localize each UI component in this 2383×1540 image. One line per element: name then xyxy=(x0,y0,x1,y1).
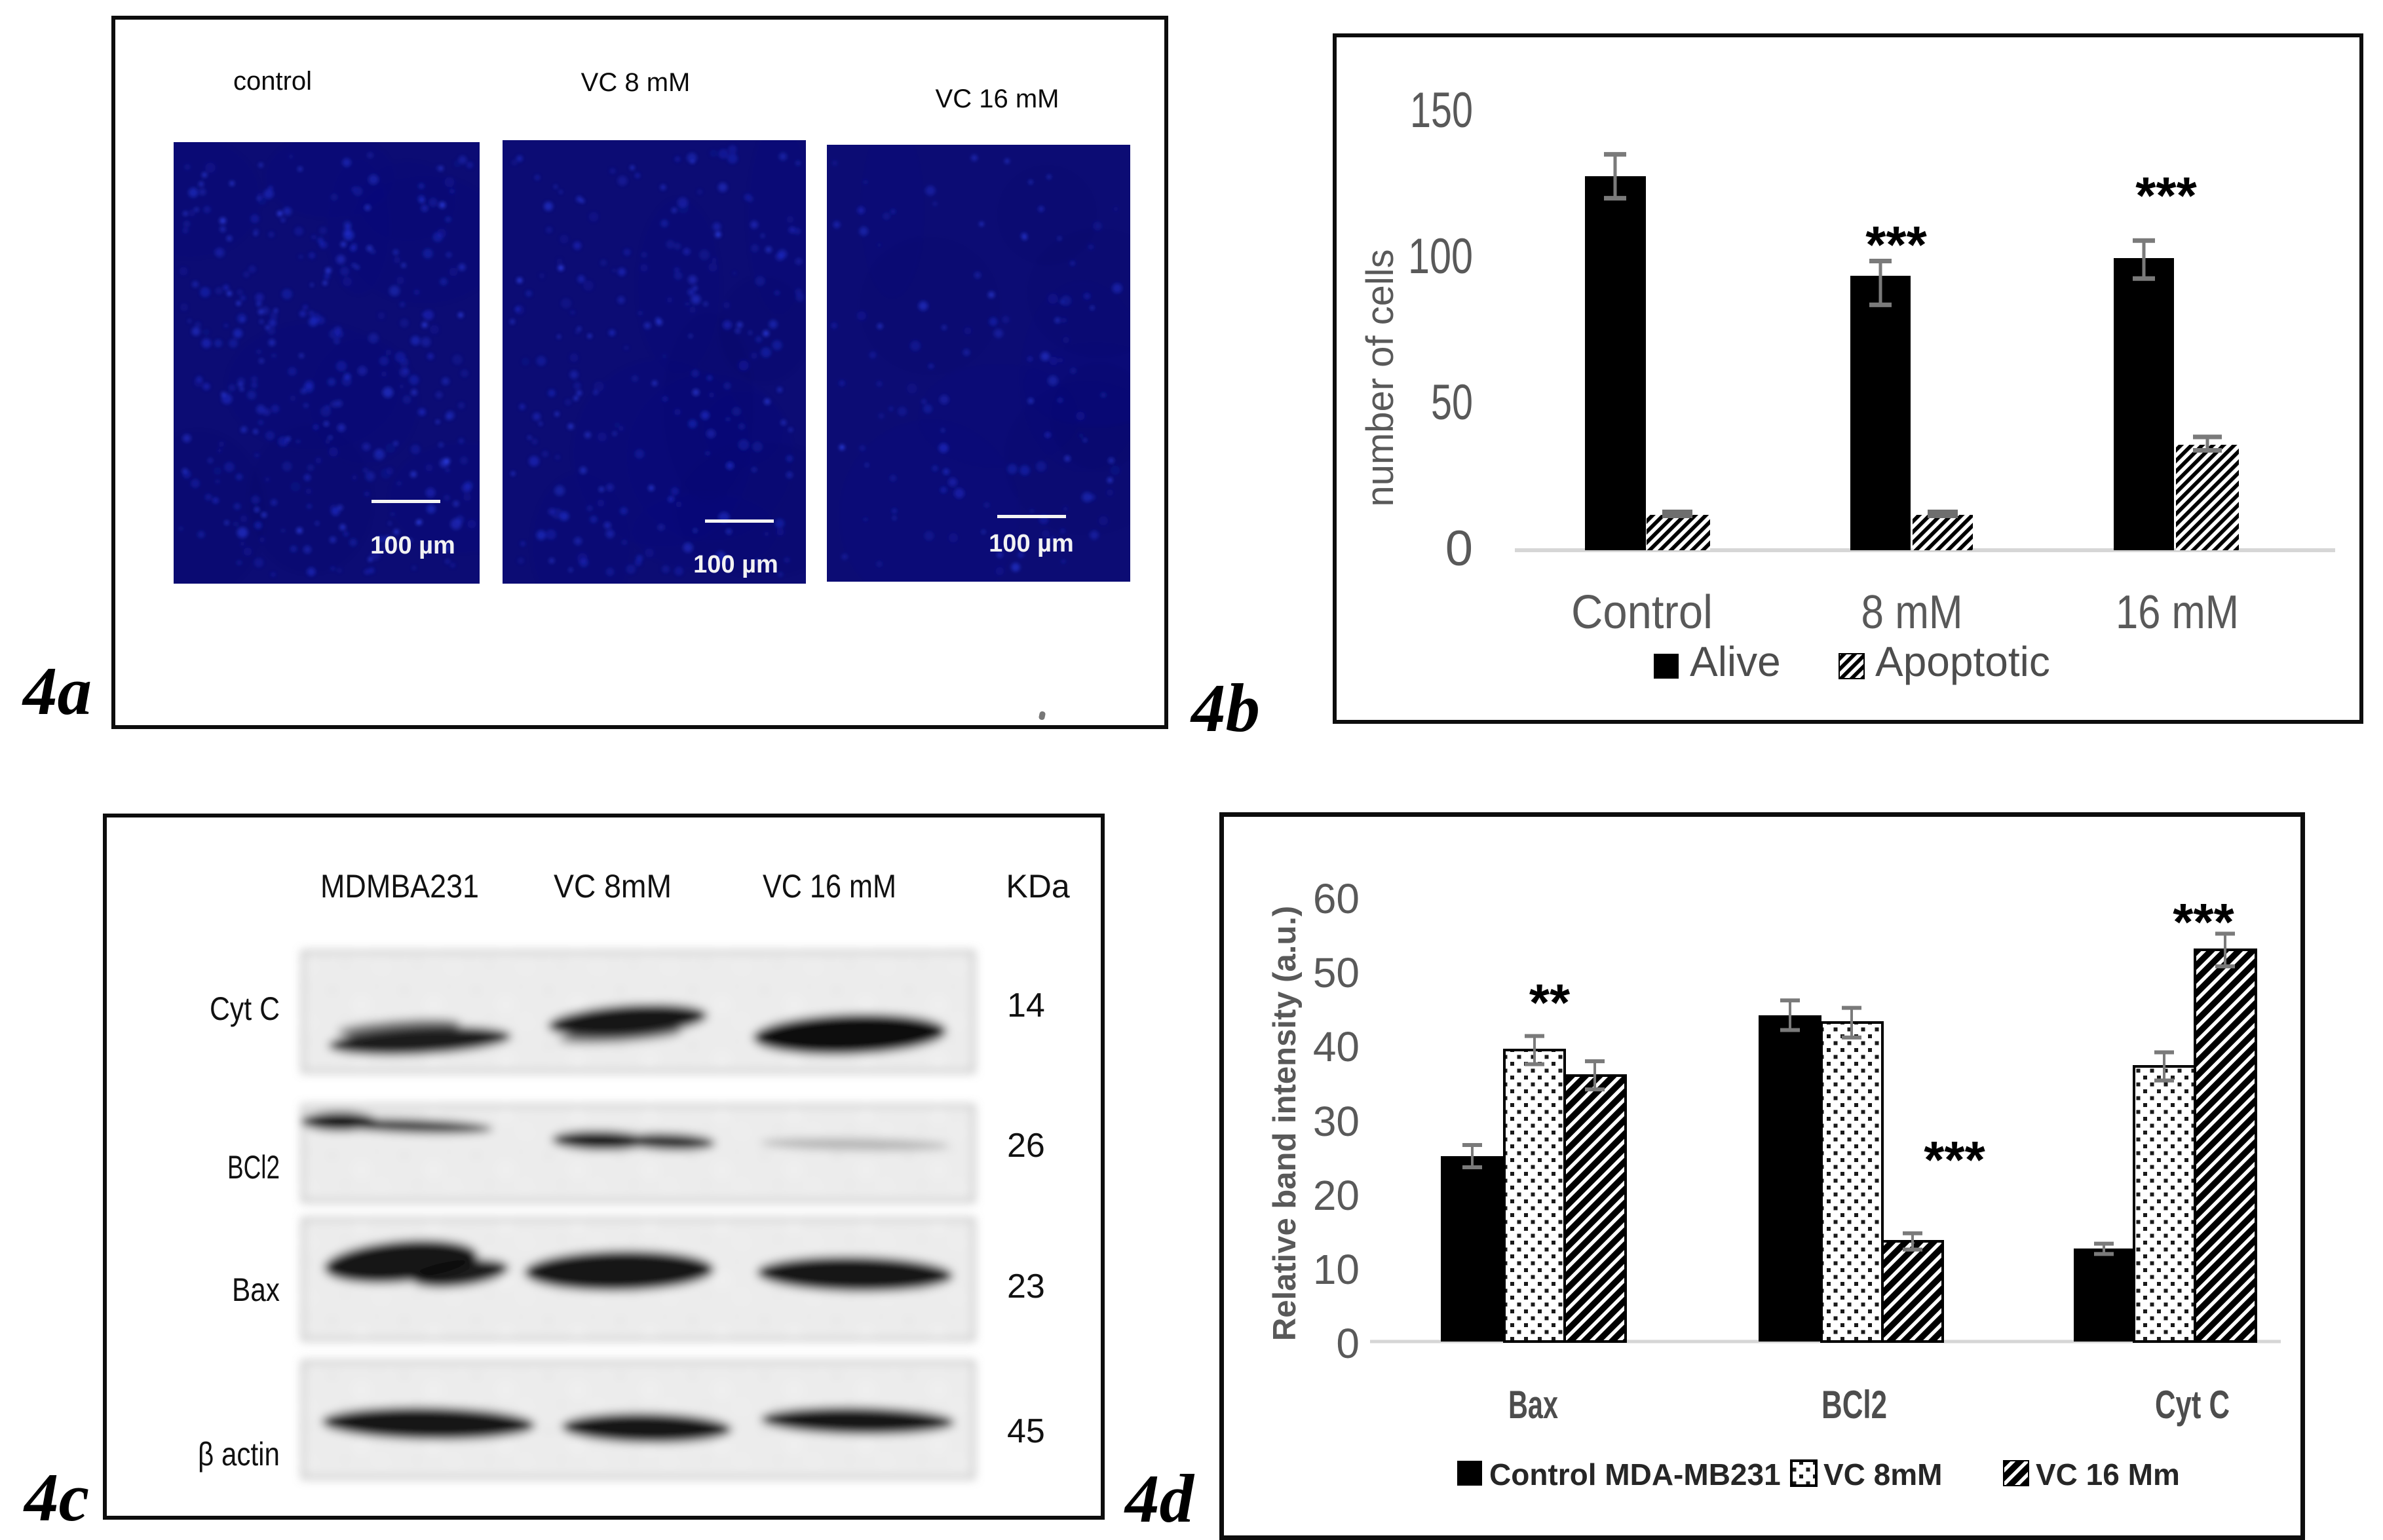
svg-text:100 µm: 100 µm xyxy=(370,532,455,559)
svg-text:Control MDA-MB231: Control MDA-MB231 xyxy=(1489,1457,1781,1492)
svg-text:VC 8mM: VC 8mM xyxy=(1823,1457,1942,1492)
svg-text:Apoptotic: Apoptotic xyxy=(1875,638,2050,685)
svg-text:23: 23 xyxy=(1007,1268,1045,1305)
svg-text:40: 40 xyxy=(1313,1023,1360,1070)
svg-text:VC 8mM: VC 8mM xyxy=(554,868,672,905)
svg-text:BCl2: BCl2 xyxy=(1821,1383,1887,1427)
svg-text:16 mM: 16 mM xyxy=(2116,586,2239,639)
svg-text:MDMBA231: MDMBA231 xyxy=(320,868,479,905)
svg-text:β actin: β actin xyxy=(198,1436,280,1473)
svg-text:150: 150 xyxy=(1410,83,1473,138)
svg-text:100 µm: 100 µm xyxy=(693,551,778,578)
svg-text:Control: Control xyxy=(1571,586,1713,639)
svg-text:14: 14 xyxy=(1007,986,1045,1024)
svg-text:60: 60 xyxy=(1313,875,1360,922)
svg-text:VC 16 Mm: VC 16 Mm xyxy=(2036,1457,2180,1492)
svg-text:0: 0 xyxy=(1445,521,1473,576)
svg-text:Alive: Alive xyxy=(1690,638,1781,685)
svg-text:45: 45 xyxy=(1007,1412,1045,1450)
svg-text:50: 50 xyxy=(1431,375,1473,430)
svg-text:Cyt C: Cyt C xyxy=(210,990,280,1027)
svg-text:8 mM: 8 mM xyxy=(1861,586,1963,639)
svg-text:***: *** xyxy=(1924,1131,1985,1189)
svg-text:0: 0 xyxy=(1336,1320,1360,1367)
svg-text:Relative band intensity (a.u.: Relative band intensity (a.u.) xyxy=(1267,906,1303,1341)
svg-text:Cyt C: Cyt C xyxy=(2155,1383,2230,1427)
svg-text:10: 10 xyxy=(1313,1246,1360,1293)
svg-text:***: *** xyxy=(1865,216,1927,274)
svg-text:***: *** xyxy=(2173,893,2234,951)
svg-text:100: 100 xyxy=(1408,229,1473,284)
svg-text:Bax: Bax xyxy=(1508,1383,1558,1427)
svg-text:***: *** xyxy=(2135,166,2197,225)
svg-text:KDa: KDa xyxy=(1006,868,1069,905)
svg-text:number of cells: number of cells xyxy=(1359,249,1401,506)
svg-text:20: 20 xyxy=(1313,1172,1360,1219)
svg-text:VC 16 mM: VC 16 mM xyxy=(763,868,896,905)
svg-text:30: 30 xyxy=(1313,1098,1360,1145)
svg-text:50: 50 xyxy=(1313,949,1360,996)
svg-text:**: ** xyxy=(1529,973,1571,1032)
svg-text:BCl2: BCl2 xyxy=(227,1149,280,1186)
svg-text:100 µm: 100 µm xyxy=(989,530,1074,557)
svg-text:26: 26 xyxy=(1007,1127,1045,1165)
svg-text:Bax: Bax xyxy=(232,1271,280,1308)
